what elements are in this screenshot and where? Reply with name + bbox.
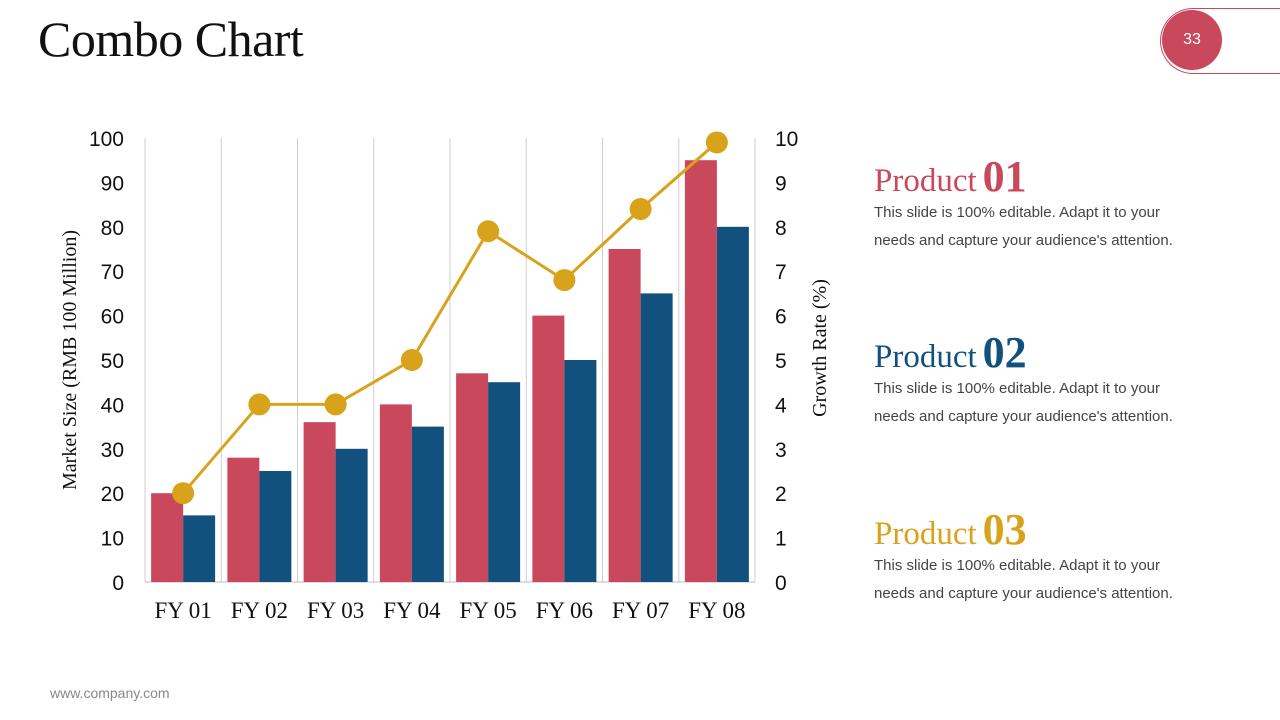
bar-series-1	[684, 160, 717, 582]
footer-url: www.company.com	[50, 685, 170, 701]
product-03-desc-line2: needs and capture your audience's attent…	[874, 585, 1173, 602]
y-tick-label: 30	[101, 439, 124, 462]
y2-tick-label: 0	[775, 572, 787, 595]
product-01-number: 01	[982, 152, 1027, 201]
y-tick-label: 80	[101, 217, 124, 240]
y2-tick-label: 7	[775, 261, 787, 284]
bar-series-2	[411, 426, 444, 582]
bar-series-2	[564, 360, 597, 582]
bar-series-2	[640, 293, 673, 582]
product-01-word: Product	[874, 163, 977, 199]
bar-series-1	[303, 422, 336, 582]
x-tick-label: FY 07	[612, 598, 669, 623]
y2-tick-label: 8	[775, 217, 787, 240]
bar-series-1	[456, 373, 489, 582]
y2-tick-label: 5	[775, 350, 787, 373]
bar-series-1	[227, 457, 260, 582]
growth-rate-point	[477, 220, 500, 243]
x-tick-label: FY 03	[307, 598, 364, 623]
growth-rate-point	[629, 198, 652, 221]
product-02-desc-line1: This slide is 100% editable. Adapt it to…	[874, 380, 1160, 397]
slide-title: Combo Chart	[38, 11, 304, 67]
y-tick-label: 10	[101, 528, 124, 551]
x-tick-label: FY 06	[536, 598, 593, 623]
product-02-desc-line2: needs and capture your audience's attent…	[874, 408, 1173, 425]
bar-series-2	[259, 471, 292, 582]
y-tick-label: 20	[101, 483, 124, 506]
y-tick-label: 100	[89, 128, 124, 151]
y-tick-label: 50	[101, 350, 124, 373]
growth-rate-point	[705, 131, 728, 154]
product-01-block: Product 01 This slide is 100% editable. A…	[874, 155, 1234, 255]
x-tick-label: FY 08	[688, 598, 745, 623]
growth-rate-point	[172, 482, 195, 505]
bar-series-1	[379, 404, 412, 582]
y2-tick-label: 6	[775, 306, 787, 329]
growth-rate-point	[248, 393, 271, 416]
product-01-desc-line1: This slide is 100% editable. Adapt it to…	[874, 204, 1160, 221]
x-tick-label: FY 02	[231, 598, 288, 623]
bar-series-2	[335, 448, 368, 582]
y2-axis-title: Growth Rate (%)	[809, 279, 831, 417]
y2-tick-label: 4	[775, 394, 787, 417]
y2-tick-label: 3	[775, 439, 787, 462]
y-tick-label: 40	[101, 394, 124, 417]
bar-series-2	[716, 226, 749, 583]
y2-tick-label: 1	[775, 528, 787, 551]
y-tick-label: 0	[112, 572, 124, 595]
y-tick-label: 60	[101, 306, 124, 329]
product-03-word: Product	[874, 516, 977, 552]
product-01-desc-line2: needs and capture your audience's attent…	[874, 232, 1173, 249]
product-02-description: This slide is 100% editable. Adapt it to…	[874, 375, 1234, 431]
bar-series-2	[488, 382, 521, 582]
product-02-block: Product 02 This slide is 100% editable. A…	[874, 331, 1234, 431]
product-01-heading: Product 01	[874, 155, 1234, 199]
product-03-number: 03	[982, 505, 1027, 554]
page-badge-outline	[1160, 8, 1280, 74]
bar-series-2	[183, 515, 216, 582]
product-03-block: Product 03 This slide is 100% editable. A…	[874, 508, 1234, 608]
bar-series-1	[532, 315, 565, 582]
y-tick-label: 70	[101, 261, 124, 284]
y2-tick-label: 9	[775, 172, 787, 195]
x-tick-label: FY 01	[154, 598, 211, 623]
growth-rate-point	[324, 393, 347, 416]
product-03-heading: Product 03	[874, 508, 1234, 552]
y-axis-title: Market Size (RMB 100 Million)	[59, 230, 81, 490]
x-tick-label: FY 04	[383, 598, 441, 623]
product-02-number: 02	[982, 328, 1027, 377]
product-01-description: This slide is 100% editable. Adapt it to…	[874, 199, 1234, 255]
bar-series-1	[608, 249, 641, 582]
y2-tick-label: 10	[775, 128, 798, 151]
product-02-heading: Product 02	[874, 331, 1234, 375]
y2-tick-label: 2	[775, 483, 787, 506]
x-tick-label: FY 05	[459, 598, 516, 623]
page-number-badge: 33	[1162, 10, 1222, 70]
product-03-desc-line1: This slide is 100% editable. Adapt it to…	[874, 557, 1160, 574]
y-tick-label: 90	[101, 172, 124, 195]
product-03-description: This slide is 100% editable. Adapt it to…	[874, 552, 1234, 608]
bar-series-1	[151, 493, 184, 582]
growth-rate-point	[553, 269, 576, 292]
growth-rate-line	[181, 141, 718, 495]
product-02-word: Product	[874, 339, 977, 375]
growth-rate-point	[400, 349, 423, 371]
